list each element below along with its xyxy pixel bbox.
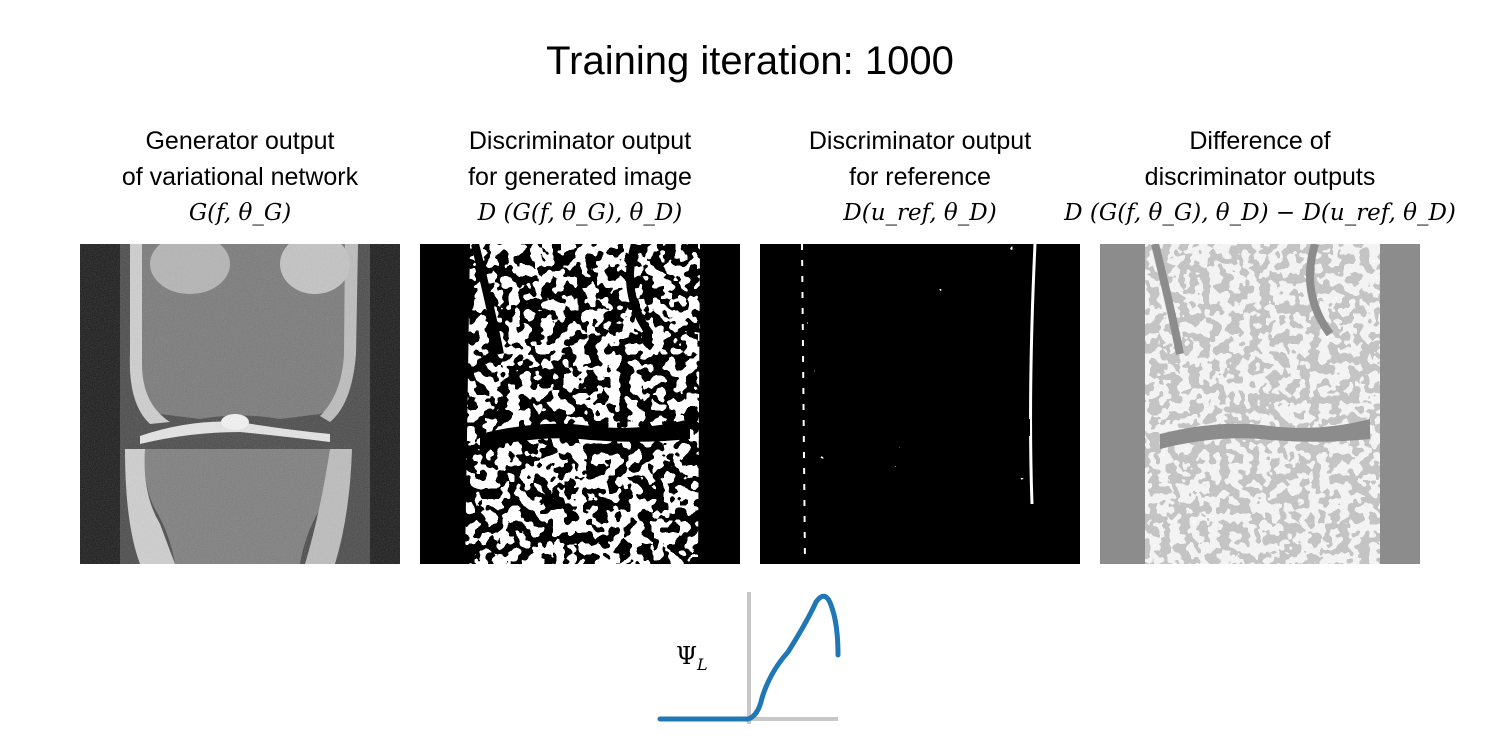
column-title-line2: of variational network [121,163,359,191]
column-title-disc-generated: Discriminator output for generated image… [390,123,770,231]
activation-label-subscript: L [697,654,708,674]
column-title-difference: Difference of discriminator outputs D (G… [1060,123,1460,231]
column-title-line1: Discriminator output [468,127,692,155]
activation-label-symbol: Ψ [676,642,698,670]
column-title-disc-reference: Discriminator output for reference D(u_r… [730,123,1110,231]
difference-image [1100,244,1420,564]
column-formula: D (G(f, θ_G), θ_D) − D(u_ref, θ_D) [1064,200,1456,226]
discriminator-generated-image [420,244,740,564]
activation-function-plot [657,592,841,724]
column-formula: D(u_ref, θ_D) [843,200,997,226]
column-title-generator: Generator output of variational network … [50,123,430,231]
column-title-line2: for reference [849,163,991,191]
discriminator-reference-image [760,244,1080,564]
activation-curve [657,593,841,722]
column-formula: G(f, θ_G) [188,200,292,226]
column-title-line1: Discriminator output [808,127,1032,155]
column-title-line2: for generated image [468,163,692,191]
column-title-line2: discriminator outputs [1144,163,1376,191]
column-title-line1: Generator output [145,127,335,155]
figure-title: Training iteration: 1000 [546,39,954,83]
activation-label: ΨL [676,642,708,674]
generator-output-image [80,244,400,564]
column-title-line1: Difference of [1189,127,1331,155]
column-formula: D (G(f, θ_G), θ_D) [477,200,683,226]
